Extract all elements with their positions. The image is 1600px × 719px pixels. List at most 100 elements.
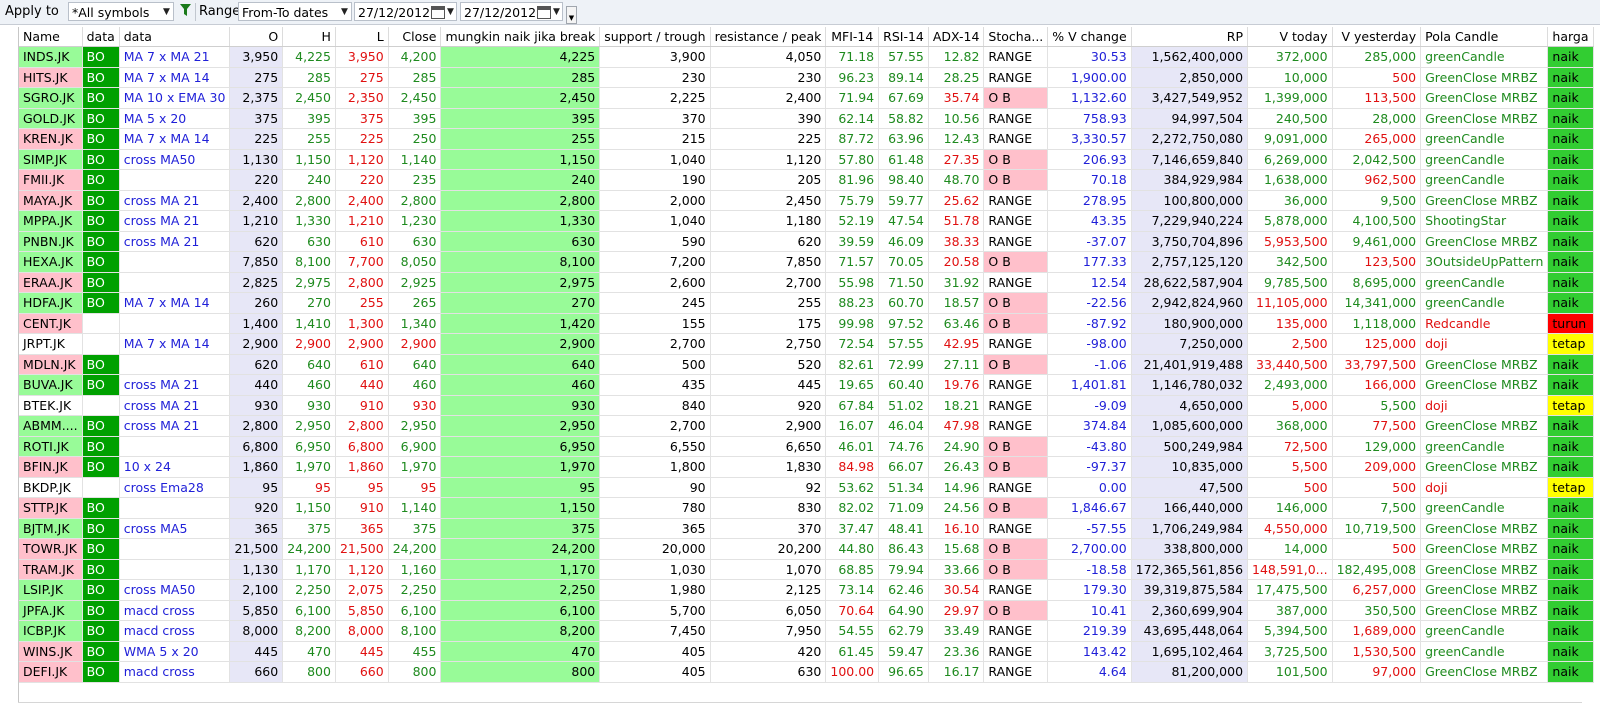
cell-resistance[interactable]: 1,120: [710, 149, 827, 170]
cell-adx[interactable]: 38.33: [928, 231, 985, 252]
cell-breakout[interactable]: 2,250: [440, 579, 601, 601]
cell-mfi[interactable]: 84.98: [825, 456, 880, 478]
cell-close[interactable]: 1,140: [388, 497, 442, 519]
cell-mfi[interactable]: 82.61: [825, 354, 880, 375]
cell-candle-pattern[interactable]: GreenClose MRBZ: [1420, 538, 1549, 560]
cell-stochastic[interactable]: O B: [983, 169, 1049, 191]
cell-low[interactable]: 1,120: [335, 149, 389, 170]
cell-volume-yesterday[interactable]: 1,689,000: [1332, 620, 1422, 642]
cell-stochastic[interactable]: RANGE: [983, 272, 1049, 293]
cell-price-status[interactable]: naik: [1547, 620, 1594, 642]
cell-low[interactable]: 1,860: [335, 456, 389, 478]
cell-volume-yesterday[interactable]: 1,118,000: [1332, 313, 1422, 334]
cell-close[interactable]: 395: [388, 108, 442, 129]
cell-mfi[interactable]: 81.96: [825, 169, 880, 191]
cell-rp[interactable]: 94,997,504: [1131, 108, 1249, 129]
cell-close[interactable]: 265: [388, 292, 442, 314]
cell-low[interactable]: 1,210: [335, 210, 389, 232]
cell-volume-yesterday[interactable]: 123,500: [1332, 251, 1422, 273]
cell-rp[interactable]: 2,757,125,120: [1131, 251, 1249, 273]
cell-rp[interactable]: 1,146,780,032: [1131, 374, 1249, 396]
cell-adx[interactable]: 30.54: [928, 579, 985, 601]
table-row[interactable]: SGRO.JK BO MA 10 x EMA 30 2,375 2,450 2,350 2,…: [19, 87, 1594, 109]
cell-adx[interactable]: 35.74: [928, 87, 985, 109]
cell-resistance[interactable]: 225: [710, 128, 827, 150]
cell-volume-yesterday[interactable]: 125,000: [1332, 333, 1422, 355]
cell-breakout[interactable]: 270: [440, 292, 601, 314]
cell-support[interactable]: 435: [599, 374, 711, 396]
cell-stochastic[interactable]: RANGE: [983, 374, 1049, 396]
cell-breakout[interactable]: 1,170: [440, 559, 601, 580]
cell-close[interactable]: 1,140: [388, 149, 442, 170]
cell-volume-change[interactable]: 179.30: [1047, 579, 1132, 601]
cell-rp[interactable]: 3,750,704,896: [1131, 231, 1249, 252]
cell-adx[interactable]: 25.62: [928, 190, 985, 211]
cell-close[interactable]: 2,950: [388, 415, 442, 437]
table-row[interactable]: ERAA.JK BO 2,825 2,975 2,800 2,925 2,975 2,600 2…: [19, 272, 1594, 293]
table-row[interactable]: HDFA.JK BO MA 7 x MA 14 260 270 255 265 270 245 2…: [19, 292, 1594, 314]
cell-volume-change[interactable]: 177.33: [1047, 251, 1132, 273]
cell-close[interactable]: 4,200: [388, 46, 442, 68]
cell-indicator[interactable]: MA 7 x MA 14: [119, 128, 231, 150]
cell-rp[interactable]: 43,695,448,064: [1131, 620, 1249, 642]
cell-rp[interactable]: 338,800,000: [1131, 538, 1249, 560]
cell-stochastic[interactable]: O B: [983, 456, 1049, 478]
cell-resistance[interactable]: 2,400: [710, 87, 827, 109]
cell-open[interactable]: 930: [229, 395, 284, 416]
cell-price-status[interactable]: naik: [1547, 149, 1594, 170]
cell-rp[interactable]: 1,085,600,000: [1131, 415, 1249, 437]
cell-resistance[interactable]: 2,125: [710, 579, 827, 601]
cell-close[interactable]: 6,100: [388, 600, 442, 621]
cell-price-status[interactable]: naik: [1547, 67, 1594, 88]
cell-name[interactable]: CENT.JK: [19, 313, 83, 334]
cell-volume-today[interactable]: 1,399,000: [1247, 87, 1333, 109]
table-row[interactable]: PNBN.JK BO cross MA 21 620 630 610 630 630 590 62…: [19, 231, 1594, 252]
cell-volume-today[interactable]: 11,105,000: [1247, 292, 1333, 314]
cell-signal[interactable]: BO: [82, 497, 120, 519]
table-row[interactable]: BFIN.JK BO 10 x 24 1,860 1,970 1,860 1,970 1,97…: [19, 456, 1594, 478]
cell-name[interactable]: PNBN.JK: [19, 231, 83, 252]
cell-breakout[interactable]: 460: [440, 374, 601, 396]
column-header-data-2[interactable]: data: [119, 27, 231, 47]
cell-high[interactable]: 1,410: [282, 313, 336, 334]
cell-adx[interactable]: 28.25: [928, 67, 985, 88]
cell-signal[interactable]: [82, 333, 120, 355]
cell-rp[interactable]: 81,200,000: [1131, 661, 1249, 683]
cell-adx[interactable]: 10.56: [928, 108, 985, 129]
cell-volume-yesterday[interactable]: 4,100,500: [1332, 210, 1422, 232]
cell-candle-pattern[interactable]: greenCandle: [1420, 128, 1549, 150]
cell-candle-pattern[interactable]: GreenClose MRBZ: [1420, 579, 1549, 601]
cell-open[interactable]: 365: [229, 518, 284, 539]
cell-open[interactable]: 95: [229, 477, 284, 498]
cell-signal[interactable]: [82, 313, 120, 334]
cell-stochastic[interactable]: RANGE: [983, 620, 1049, 642]
cell-high[interactable]: 470: [282, 641, 336, 662]
cell-price-status[interactable]: naik: [1547, 415, 1594, 437]
cell-volume-change[interactable]: -57.55: [1047, 518, 1132, 539]
cell-breakout[interactable]: 800: [440, 661, 601, 683]
cell-support[interactable]: 90: [599, 477, 711, 498]
cell-rp[interactable]: 1,695,102,464: [1131, 641, 1249, 662]
table-row[interactable]: ROTI.JK BO 6,800 6,950 6,800 6,900 6,950 6,550 6…: [19, 436, 1594, 457]
cell-support[interactable]: 7,200: [599, 251, 711, 273]
cell-rp[interactable]: 10,835,000: [1131, 456, 1249, 478]
table-row[interactable]: HITS.JK BO MA 7 x MA 14 275 285 275 285 285 230 2…: [19, 67, 1594, 88]
cell-name[interactable]: BUVA.JK: [19, 374, 83, 396]
cell-open[interactable]: 620: [229, 354, 284, 375]
cell-stochastic[interactable]: RANGE: [983, 661, 1049, 683]
cell-breakout[interactable]: 2,900: [440, 333, 601, 355]
cell-resistance[interactable]: 920: [710, 395, 827, 416]
cell-breakout[interactable]: 630: [440, 231, 601, 252]
cell-volume-today[interactable]: 368,000: [1247, 415, 1333, 437]
cell-support[interactable]: 2,225: [599, 87, 711, 109]
cell-volume-change[interactable]: 143.42: [1047, 641, 1132, 662]
column-header-data-1[interactable]: data: [82, 27, 120, 47]
cell-price-status[interactable]: naik: [1547, 251, 1594, 273]
cell-candle-pattern[interactable]: ShootingStar: [1420, 210, 1549, 232]
cell-volume-yesterday[interactable]: 500: [1332, 538, 1422, 560]
cell-open[interactable]: 2,400: [229, 190, 284, 211]
cell-low[interactable]: 1,120: [335, 559, 389, 580]
cell-stochastic[interactable]: O B: [983, 559, 1049, 580]
cell-signal[interactable]: BO: [82, 436, 120, 457]
cell-low[interactable]: 440: [335, 374, 389, 396]
